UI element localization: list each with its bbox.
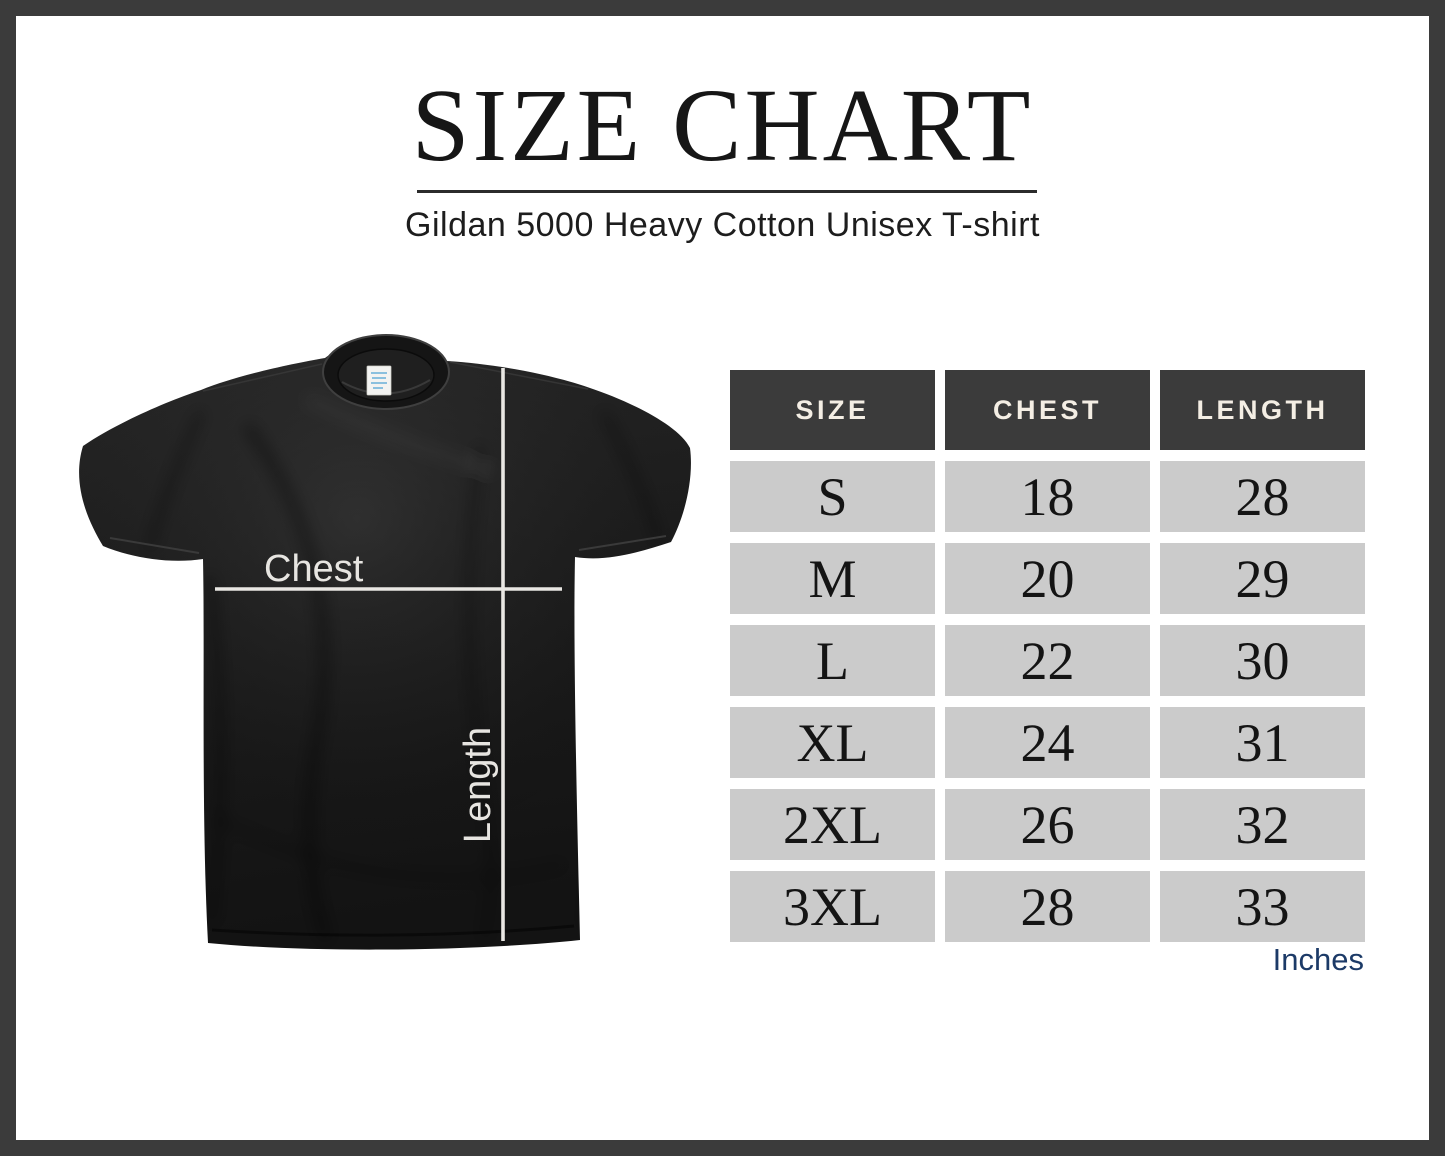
length-label: Length [457, 727, 499, 843]
page-title: SIZE CHART [411, 68, 1034, 183]
chest-cell: 18 [945, 461, 1150, 532]
column-header-size: SIZE [730, 370, 935, 450]
right-sleeve-seam [578, 535, 667, 551]
title-underline [417, 190, 1037, 193]
left-sleeve-seam [109, 537, 200, 554]
column-header-length: LENGTH [1160, 370, 1365, 450]
chest-cell: 28 [945, 871, 1150, 942]
chest-label: Chest [264, 548, 364, 590]
length-cell: 31 [1160, 707, 1365, 778]
tshirt-fabric-shading [79, 339, 691, 950]
units-label: Inches [1272, 942, 1364, 977]
chest-cell: 26 [945, 789, 1150, 860]
column-header-chest: CHEST [945, 370, 1150, 450]
length-cell: 33 [1160, 871, 1365, 942]
size-cell: 2XL [730, 789, 935, 860]
size-table: SIZE CHEST LENGTH S 18 28 M 20 29 L 22 3… [730, 370, 1365, 942]
right-shoulder-seam [449, 361, 589, 390]
size-cell: 3XL [730, 871, 935, 942]
bottom-hem-seam [211, 924, 575, 937]
left-shoulder-seam [202, 363, 323, 392]
size-cell: XL [730, 707, 935, 778]
neck-tag [366, 365, 392, 396]
chest-cell: 20 [945, 543, 1150, 614]
length-cell: 28 [1160, 461, 1365, 532]
length-cell: 29 [1160, 543, 1365, 614]
length-cell: 30 [1160, 625, 1365, 696]
chest-cell: 24 [945, 707, 1150, 778]
tshirt-diagram: Chest Length [79, 334, 691, 950]
chest-cell: 22 [945, 625, 1150, 696]
length-cell: 32 [1160, 789, 1365, 860]
size-cell: L [730, 625, 935, 696]
size-cell: M [730, 543, 935, 614]
page-subtitle: Gildan 5000 Heavy Cotton Unisex T-shirt [405, 206, 1040, 244]
size-cell: S [730, 461, 935, 532]
